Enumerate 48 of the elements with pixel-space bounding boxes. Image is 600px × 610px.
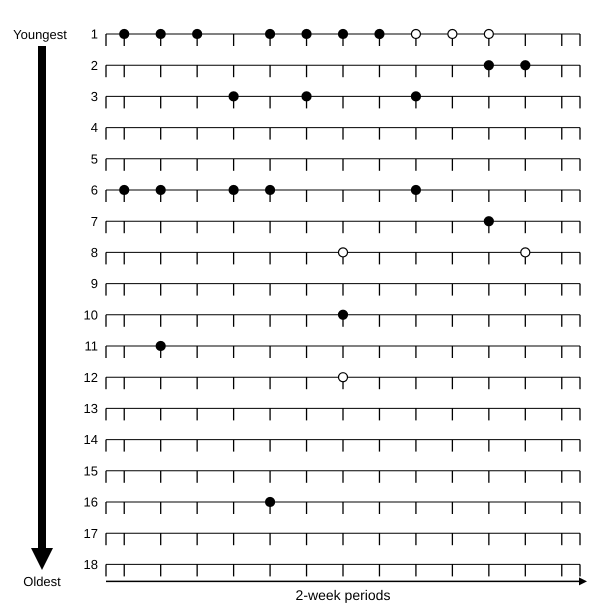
point bbox=[374, 28, 385, 40]
point bbox=[484, 216, 494, 226]
point bbox=[484, 60, 494, 70]
point bbox=[192, 28, 202, 40]
y-tick-label: 4 bbox=[90, 120, 98, 136]
point bbox=[119, 184, 130, 196]
point bbox=[484, 28, 494, 40]
y-tick-label: 10 bbox=[84, 307, 98, 322]
point bbox=[410, 91, 422, 102]
point bbox=[301, 91, 312, 102]
y-tick-label: 5 bbox=[90, 151, 98, 166]
point bbox=[228, 91, 239, 102]
point bbox=[338, 247, 348, 258]
text: Youngest bbox=[13, 27, 68, 42]
point bbox=[520, 60, 530, 70]
y-tick-label: 13 bbox=[84, 401, 98, 416]
point bbox=[410, 184, 422, 196]
point bbox=[119, 28, 130, 40]
point bbox=[338, 28, 348, 40]
y-tick-label: 6 bbox=[90, 182, 98, 198]
y-tick-label: 3 bbox=[90, 89, 98, 104]
y-tick-label: 2 bbox=[90, 58, 98, 73]
point bbox=[156, 28, 166, 40]
y-tick-label: 7 bbox=[90, 214, 98, 229]
y-tick-label: 14 bbox=[84, 432, 98, 448]
point bbox=[156, 340, 166, 352]
point bbox=[301, 28, 312, 40]
point bbox=[264, 184, 276, 196]
point bbox=[338, 310, 348, 320]
point bbox=[520, 247, 530, 258]
y-tick-label: 1 bbox=[90, 26, 98, 42]
point bbox=[156, 184, 166, 196]
x-axis-title: 2-week periods bbox=[296, 587, 390, 603]
y-tick-label: 12 bbox=[84, 370, 98, 385]
y-tick-label: 8 bbox=[90, 245, 98, 260]
y-tick-label: 9 bbox=[90, 276, 98, 292]
point bbox=[338, 372, 348, 382]
y-tick-label: 15 bbox=[84, 463, 98, 478]
text: Oldest bbox=[23, 574, 62, 589]
y-tick-label: 18 bbox=[84, 557, 98, 572]
point bbox=[228, 184, 239, 196]
y-tick-label: 16 bbox=[84, 494, 98, 510]
y-tick-label: 17 bbox=[84, 526, 98, 541]
point bbox=[410, 28, 422, 40]
point bbox=[264, 496, 276, 508]
point bbox=[447, 28, 458, 40]
point bbox=[264, 28, 276, 40]
y-tick-label: 11 bbox=[84, 338, 98, 354]
